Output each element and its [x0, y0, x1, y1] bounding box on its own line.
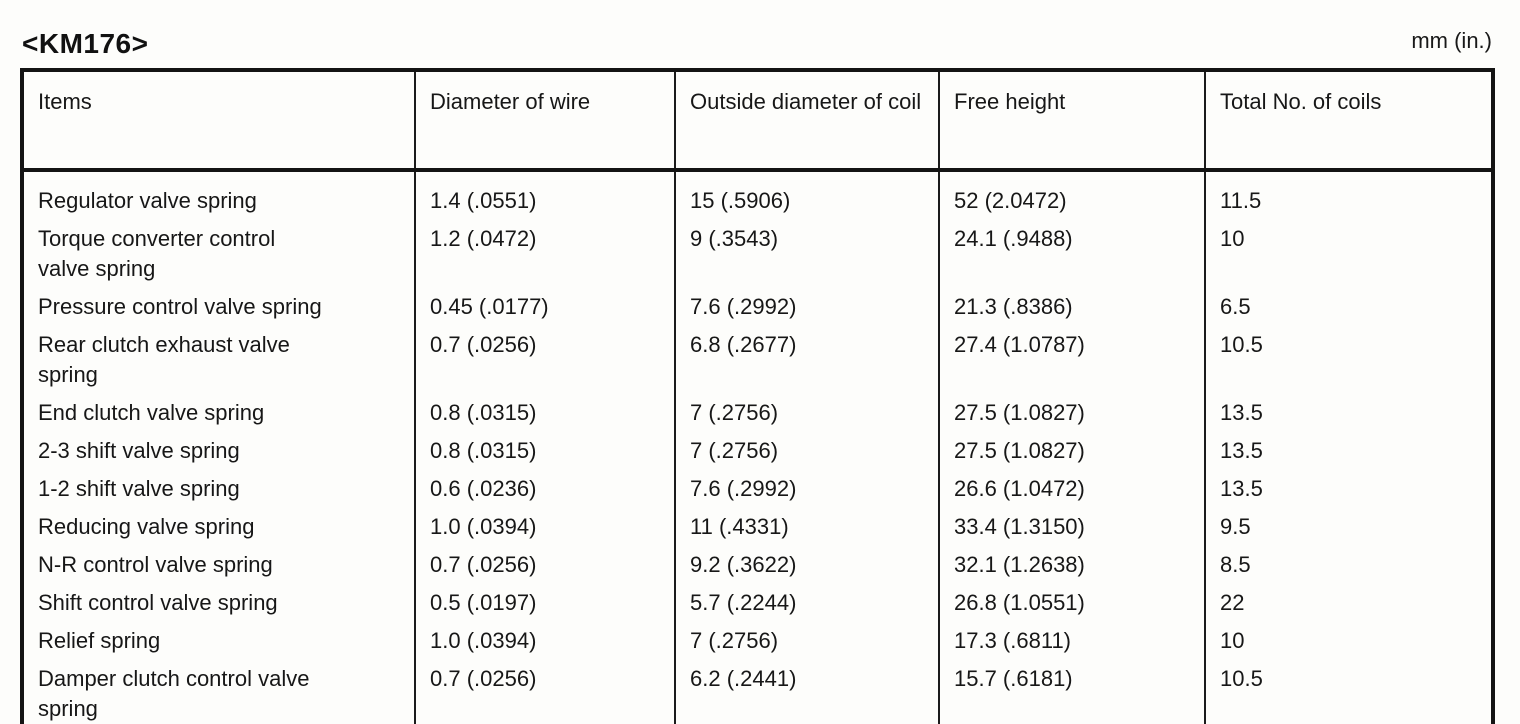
cell-coil-diameter: 7 (.2756) [674, 428, 939, 466]
cell-free-height: 52 (2.0472) [938, 170, 1205, 216]
table-row: Shift control valve spring 0.5 (.0197) 5… [22, 580, 1493, 618]
cell-item: Rear clutch exhaust valve spring [38, 332, 290, 387]
cell-free-height: 27.5 (1.0827) [938, 428, 1205, 466]
cell-total-coils: 10.5 [1204, 322, 1493, 390]
cell-free-height: 27.5 (1.0827) [938, 390, 1205, 428]
cell-free-height: 17.3 (.6811) [938, 618, 1205, 656]
cell-free-height: 26.8 (1.0551) [938, 580, 1205, 618]
cell-total-coils: 22 [1204, 580, 1493, 618]
cell-wire-diameter: 0.5 (.0197) [414, 580, 675, 618]
cell-item: Shift control valve spring [38, 590, 278, 615]
page-title: <KM176> [22, 28, 149, 59]
cell-coil-diameter: 5.7 (.2244) [674, 580, 939, 618]
cell-item: Regulator valve spring [38, 188, 257, 213]
cell-total-coils: 8.5 [1204, 542, 1493, 580]
cell-free-height: 32.1 (1.2638) [938, 542, 1205, 580]
table-row: Rear clutch exhaust valve spring 0.7 (.0… [22, 322, 1493, 390]
column-header-free-height: Free height [938, 70, 1205, 172]
cell-wire-diameter: 1.0 (.0394) [414, 618, 675, 656]
cell-total-coils: 13.5 [1204, 466, 1493, 504]
cell-item: Relief spring [38, 628, 161, 653]
table-row: Reducing valve spring 1.0 (.0394) 11 (.4… [22, 504, 1493, 542]
cell-total-coils: 13.5 [1204, 428, 1493, 466]
column-header-coil-diameter: Outside diameter of coil [674, 70, 939, 172]
spring-spec-table: Items Diameter of wire Outside diameter … [20, 68, 1495, 724]
cell-coil-diameter: 7.6 (.2992) [674, 284, 939, 322]
table-row: 2-3 shift valve spring 0.8 (.0315) 7 (.2… [22, 428, 1493, 466]
cell-coil-diameter: 6.8 (.2677) [674, 322, 939, 390]
table-header-row: Items Diameter of wire Outside diameter … [22, 70, 1493, 172]
cell-item: End clutch valve spring [38, 400, 265, 425]
cell-coil-diameter: 7 (.2756) [674, 390, 939, 428]
cell-total-coils: 10.5 [1204, 656, 1493, 724]
cell-free-height: 15.7 (.6181) [938, 656, 1205, 724]
cell-wire-diameter: 0.8 (.0315) [414, 428, 675, 466]
table-row: Relief spring 1.0 (.0394) 7 (.2756) 17.3… [22, 618, 1493, 656]
cell-item: Damper clutch control valve spring [38, 666, 310, 721]
cell-coil-diameter: 7.6 (.2992) [674, 466, 939, 504]
cell-wire-diameter: 0.7 (.0256) [414, 542, 675, 580]
cell-free-height: 27.4 (1.0787) [938, 322, 1205, 390]
table-row: 1-2 shift valve spring 0.6 (.0236) 7.6 (… [22, 466, 1493, 504]
cell-coil-diameter: 9 (.3543) [674, 216, 939, 284]
cell-item: Torque converter control valve spring [38, 226, 276, 281]
cell-free-height: 33.4 (1.3150) [938, 504, 1205, 542]
column-header-wire-diameter: Diameter of wire [414, 70, 675, 172]
cell-total-coils: 10 [1204, 216, 1493, 284]
table-row: End clutch valve spring 0.8 (.0315) 7 (.… [22, 390, 1493, 428]
column-header-items: Items [22, 70, 415, 172]
cell-wire-diameter: 0.6 (.0236) [414, 466, 675, 504]
cell-wire-diameter: 0.7 (.0256) [414, 656, 675, 724]
cell-item: 2-3 shift valve spring [38, 438, 240, 463]
cell-free-height: 26.6 (1.0472) [938, 466, 1205, 504]
table-row: Pressure control valve spring 0.45 (.017… [22, 284, 1493, 322]
cell-wire-diameter: 0.45 (.0177) [414, 284, 675, 322]
cell-item: N-R control valve spring [38, 552, 273, 577]
cell-free-height: 24.1 (.9488) [938, 216, 1205, 284]
cell-item: 1-2 shift valve spring [38, 476, 240, 501]
cell-wire-diameter: 0.8 (.0315) [414, 390, 675, 428]
cell-item: Pressure control valve spring [38, 294, 322, 319]
cell-free-height: 21.3 (.8386) [938, 284, 1205, 322]
table-row: Torque converter control valve spring 1.… [22, 216, 1493, 284]
table-row: Damper clutch control valve spring 0.7 (… [22, 656, 1493, 724]
column-header-total-coils: Total No. of coils [1204, 70, 1493, 172]
cell-coil-diameter: 7 (.2756) [674, 618, 939, 656]
cell-coil-diameter: 6.2 (.2441) [674, 656, 939, 724]
unit-note: mm (in.) [1411, 28, 1492, 53]
cell-coil-diameter: 11 (.4331) [674, 504, 939, 542]
cell-total-coils: 11.5 [1204, 170, 1493, 216]
cell-total-coils: 13.5 [1204, 390, 1493, 428]
table-row: N-R control valve spring 0.7 (.0256) 9.2… [22, 542, 1493, 580]
cell-total-coils: 9.5 [1204, 504, 1493, 542]
cell-wire-diameter: 1.4 (.0551) [414, 170, 675, 216]
cell-wire-diameter: 0.7 (.0256) [414, 322, 675, 390]
table-row: Regulator valve spring 1.4 (.0551) 15 (.… [22, 170, 1493, 216]
cell-item: Reducing valve spring [38, 514, 255, 539]
cell-coil-diameter: 9.2 (.3622) [674, 542, 939, 580]
cell-wire-diameter: 1.2 (.0472) [414, 216, 675, 284]
cell-coil-diameter: 15 (.5906) [674, 170, 939, 216]
cell-total-coils: 10 [1204, 618, 1493, 656]
cell-total-coils: 6.5 [1204, 284, 1493, 322]
cell-wire-diameter: 1.0 (.0394) [414, 504, 675, 542]
